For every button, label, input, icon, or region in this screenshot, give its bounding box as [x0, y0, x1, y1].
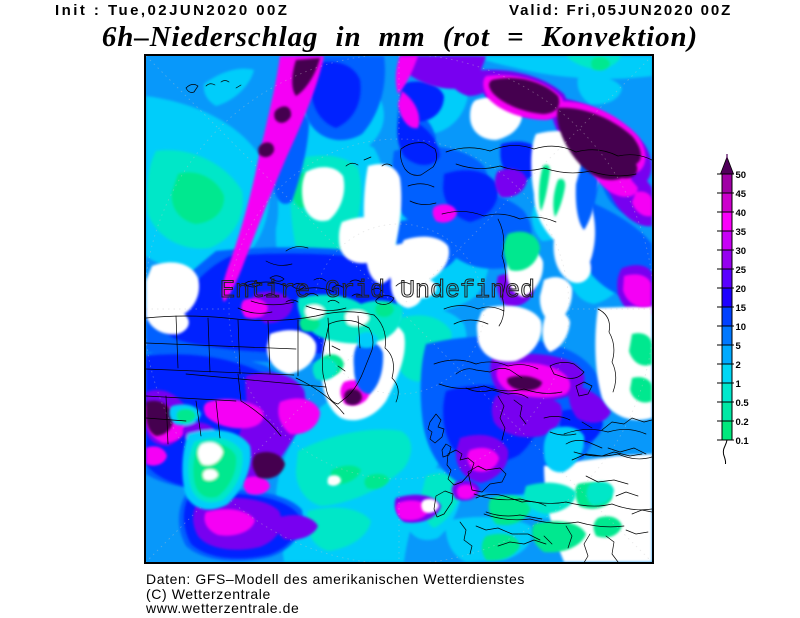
svg-text:45: 45	[736, 189, 747, 200]
svg-text:35: 35	[736, 227, 747, 238]
svg-text:20: 20	[736, 284, 747, 295]
svg-text:0.1: 0.1	[736, 436, 750, 447]
svg-text:15: 15	[736, 303, 747, 314]
svg-text:25: 25	[736, 265, 747, 276]
svg-text:50: 50	[736, 170, 747, 181]
svg-text:0.5: 0.5	[736, 398, 750, 409]
svg-text:2: 2	[736, 360, 741, 371]
svg-text:40: 40	[736, 208, 747, 219]
svg-text:5: 5	[736, 341, 742, 352]
svg-text:30: 30	[736, 246, 747, 257]
svg-text:0.2: 0.2	[736, 417, 749, 428]
svg-text:10: 10	[736, 322, 747, 333]
svg-text:1: 1	[736, 379, 742, 390]
svg-text:Entire Grid Undefined: Entire Grid Undefined	[220, 276, 535, 305]
